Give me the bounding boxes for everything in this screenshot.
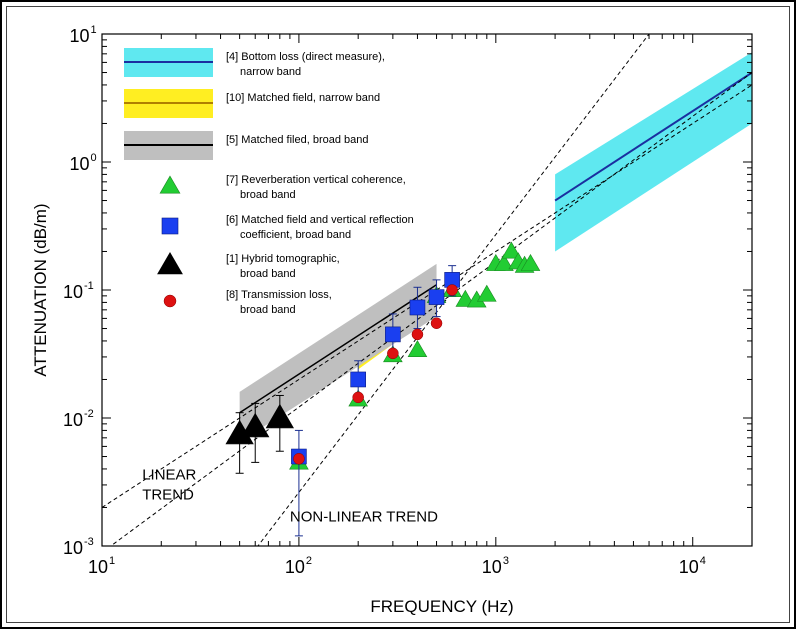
x-tick-label: 10 <box>679 557 699 577</box>
legend-label: [10] Matched field, narrow band <box>226 92 380 104</box>
legend-label: [7] Reverberation vertical coherence, <box>226 174 406 186</box>
legend-label-line2: coefficient, broad band <box>240 229 351 241</box>
y-axis-title: ATTENUATION (dB/m) <box>31 203 50 376</box>
y-tick-label: 10 <box>63 538 83 558</box>
y-tick-label: 10 <box>63 410 83 430</box>
legend-label: [8] Transmission loss, <box>226 289 332 301</box>
legend-label: [6] Matched field and vertical reflectio… <box>226 214 414 226</box>
y-tick-exponent: -3 <box>84 536 94 548</box>
band-line-2 <box>239 284 437 414</box>
y-tick-label: 10 <box>63 282 83 302</box>
data-point <box>387 347 399 360</box>
band-2 <box>239 263 437 442</box>
data-point <box>265 403 294 429</box>
x-tick-exponent: 4 <box>700 555 706 567</box>
band-line-0 <box>554 71 752 202</box>
x-tick-label: 10 <box>285 557 305 577</box>
y-tick-label: 10 <box>69 154 89 174</box>
legend-marker <box>163 294 177 308</box>
band-0 <box>555 52 752 252</box>
data-point <box>428 289 445 305</box>
legend-label: [4] Bottom loss (direct measure), <box>226 51 385 63</box>
trend-line-0 <box>102 84 752 508</box>
legend-label-line2: narrow band <box>240 66 301 78</box>
y-tick-exponent: 0 <box>91 152 97 164</box>
legend-label: [1] Hybrid tomographic, <box>226 253 340 265</box>
ticks <box>101 33 753 547</box>
y-tick-exponent: -1 <box>84 280 94 292</box>
annotation-non-linear-trend: NON-LINEAR TREND <box>290 509 438 526</box>
y-tick-label: 10 <box>69 26 89 46</box>
series-3 <box>293 284 458 465</box>
data-point <box>446 284 458 296</box>
legend-marker <box>161 217 179 235</box>
y-tick-exponent: 1 <box>91 24 97 36</box>
data-point <box>494 253 514 271</box>
data-point <box>352 391 364 404</box>
plot-area <box>102 34 752 546</box>
data-point <box>293 453 305 465</box>
data-point <box>407 340 428 358</box>
legend-label: [5] Matched filed, broad band <box>226 134 368 146</box>
x-tick-exponent: 2 <box>306 555 312 567</box>
y-tick-exponent: -2 <box>84 408 94 420</box>
legend-label-line2: broad band <box>240 268 296 280</box>
data-point <box>385 326 401 343</box>
legend-marker <box>157 252 183 275</box>
x-axis-title: FREQUENCY (Hz) <box>370 597 513 616</box>
x-tick-exponent: 1 <box>109 555 115 567</box>
x-tick-exponent: 3 <box>503 555 509 567</box>
data-point <box>409 299 426 316</box>
annotation-trend: TREND <box>142 487 194 504</box>
data-point <box>476 284 497 302</box>
series-2 <box>225 394 294 474</box>
legend-label-line2: broad band <box>240 189 296 201</box>
data-point <box>520 253 541 271</box>
data-point <box>501 241 522 259</box>
data-point <box>430 317 443 329</box>
legend <box>124 48 213 308</box>
trend-line-1 <box>109 72 752 546</box>
data-point <box>411 328 424 341</box>
data-point <box>241 412 270 438</box>
data-point <box>350 371 366 388</box>
legend-label-line2: broad band <box>240 304 296 316</box>
annotation-linear: LINEAR <box>142 467 196 484</box>
x-tick-label: 10 <box>88 557 108 577</box>
x-tick-label: 10 <box>482 557 502 577</box>
legend-marker <box>159 175 181 194</box>
